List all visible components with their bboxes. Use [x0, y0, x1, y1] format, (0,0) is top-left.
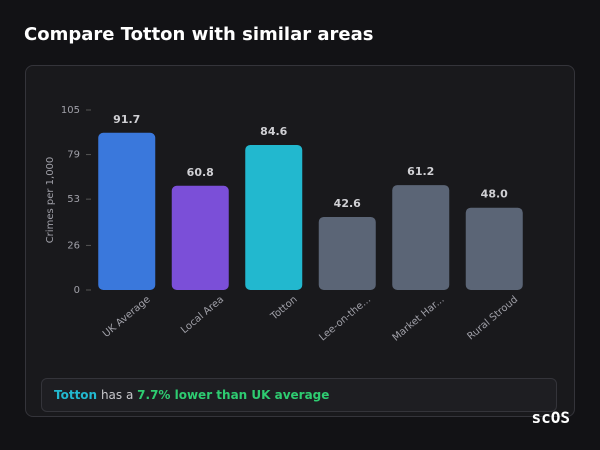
x-tick-label: Market Har... — [391, 294, 447, 344]
value-label: 91.7 — [113, 113, 140, 126]
summary-highlight: 7.7% lower than UK average — [137, 388, 330, 402]
y-tick-label: 53 — [67, 194, 80, 205]
bar — [318, 216, 376, 290]
summary-area: Totton — [54, 388, 98, 402]
x-tick-label: Lee-on-the... — [317, 294, 373, 343]
value-label: 42.6 — [334, 197, 361, 210]
page-title: Compare Totton with similar areas — [24, 24, 374, 45]
bar — [392, 185, 450, 290]
x-tick-label: Totton — [268, 294, 299, 323]
value-label: 84.6 — [260, 125, 287, 138]
value-label: 61.2 — [407, 165, 434, 178]
y-tick-label: 0 — [74, 285, 80, 296]
y-tick-label: 105 — [61, 105, 80, 116]
bar — [171, 185, 229, 290]
bar — [245, 144, 303, 290]
x-tick-label: Rural Stroud — [466, 294, 521, 342]
summary: Totton has a 7.7% lower than UK average — [41, 378, 557, 412]
x-tick-label: Local Area — [179, 294, 226, 336]
y-tick-label: 79 — [67, 150, 80, 161]
value-label: 48.0 — [481, 188, 508, 201]
value-label: 60.8 — [187, 166, 214, 179]
bar — [98, 132, 156, 290]
bar — [465, 207, 523, 290]
logo: scOS — [531, 408, 570, 427]
y-axis-label: Crimes per 1,000 — [45, 157, 56, 244]
summary-text: has a — [100, 388, 134, 402]
y-tick-label: 26 — [67, 240, 80, 251]
x-tick-label: UK Average — [101, 294, 153, 340]
